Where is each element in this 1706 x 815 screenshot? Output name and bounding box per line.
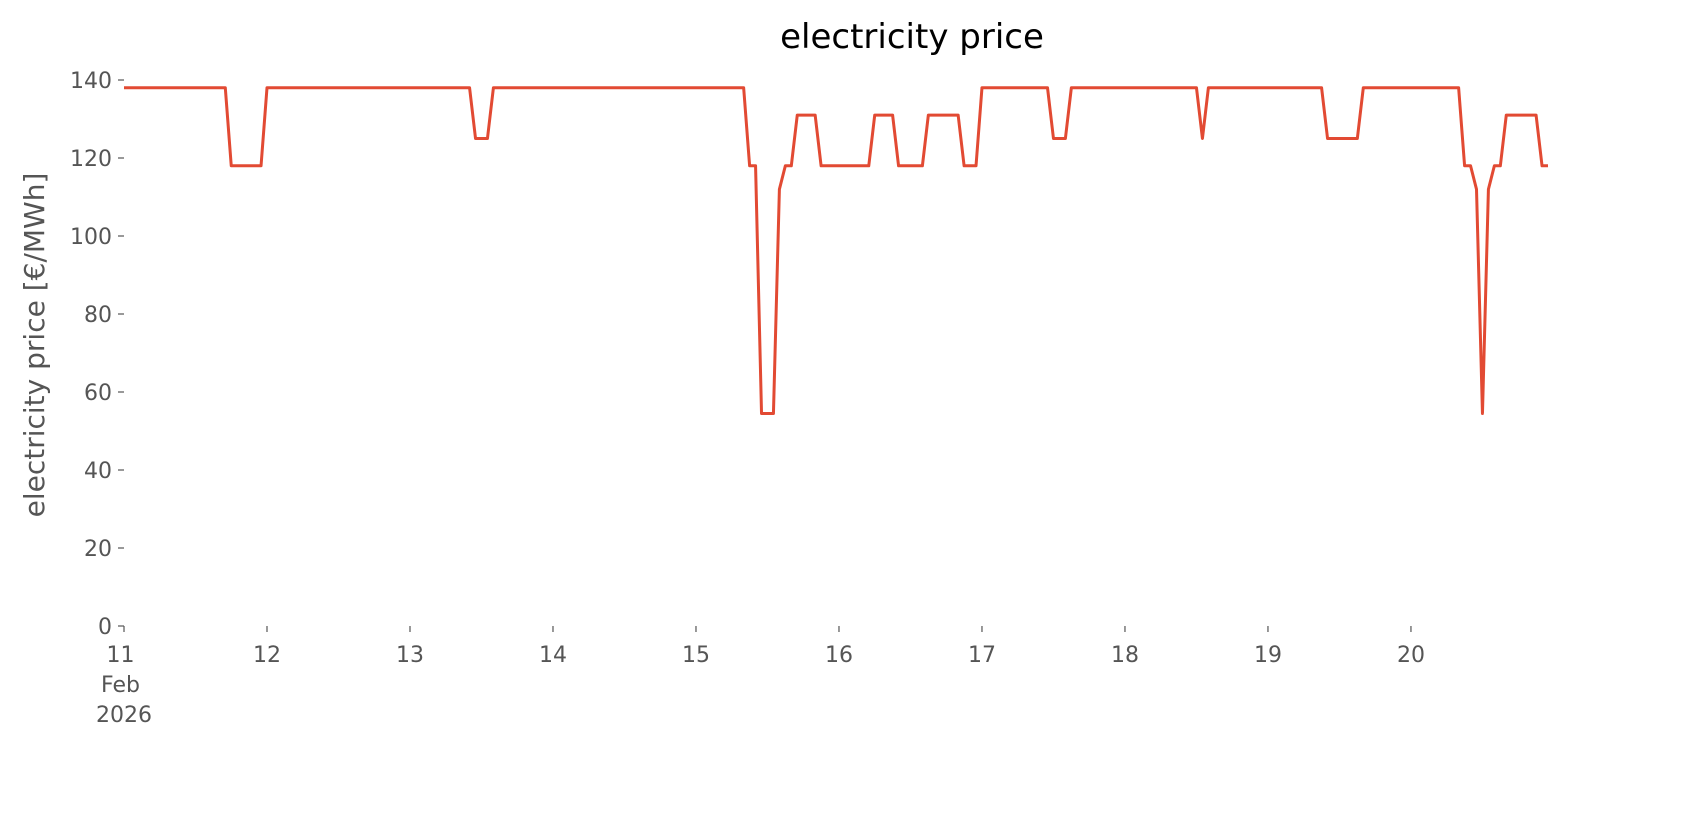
x-tick-label: 12: [253, 643, 281, 668]
x-tick-label: 20: [1397, 643, 1425, 668]
x-tick-label: 16: [825, 643, 853, 668]
x-tick-label: 14: [539, 643, 567, 668]
y-tick-label: 80: [84, 303, 112, 328]
x-tick-label: 11 Feb 2026: [96, 643, 152, 728]
x-tick-label: 15: [682, 643, 710, 668]
y-tick-label: 60: [84, 381, 112, 406]
x-tick-label: 19: [1254, 643, 1282, 668]
price-line: [124, 86, 1548, 415]
x-tick-label: 17: [968, 643, 996, 668]
x-tick-label: 18: [1111, 643, 1139, 668]
y-tick-label: 120: [70, 147, 112, 172]
y-tick-label: 0: [98, 615, 112, 640]
y-tick-label: 20: [84, 537, 112, 562]
y-tick-label: 140: [70, 69, 112, 94]
chart-title: electricity price: [780, 17, 1044, 57]
y-tick-label: 40: [84, 459, 112, 484]
y-axis-label: electricity price [€/MWh]: [18, 173, 51, 518]
x-tick-label: 13: [396, 643, 424, 668]
y-tick-label: 100: [70, 225, 112, 250]
